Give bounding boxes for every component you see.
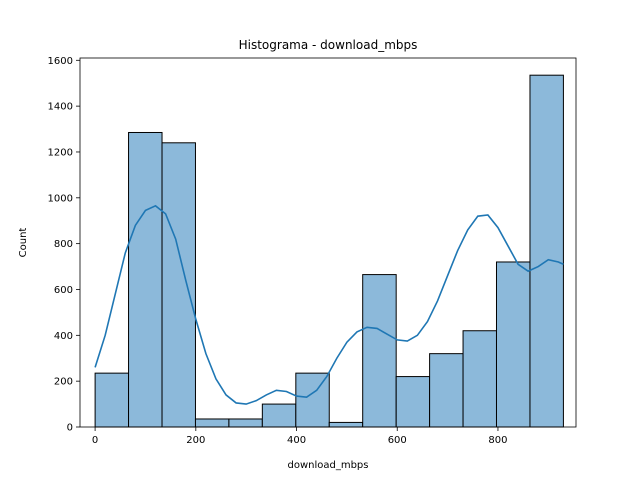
histogram-bar — [362, 274, 397, 428]
y-tick-label: 200 — [54, 377, 73, 388]
plot-frame — [79, 57, 577, 428]
histogram-bar — [228, 418, 263, 428]
y-tick-label: 1200 — [48, 147, 73, 158]
histogram-bar — [529, 74, 564, 428]
y-tick-label: 0 — [67, 423, 73, 434]
x-tick-label: 200 — [186, 435, 205, 446]
x-tick-label: 0 — [92, 435, 98, 446]
histogram-bar — [94, 372, 130, 428]
bars-group — [94, 74, 564, 428]
chart-title: Histograma - download_mbps — [239, 38, 418, 52]
histogram-bar — [261, 403, 297, 428]
y-axis-label: Count — [18, 228, 29, 258]
y-tick-label: 600 — [54, 285, 73, 296]
histogram-bar — [295, 372, 330, 428]
x-tick-label: 400 — [287, 435, 306, 446]
histogram-bar — [462, 330, 497, 428]
histogram-bar — [128, 131, 163, 428]
histogram-bar — [495, 261, 531, 428]
histogram-bar — [395, 376, 431, 428]
histogram-bar — [328, 421, 364, 428]
y-tick-label: 1600 — [48, 56, 73, 67]
x-tick-label: 800 — [488, 435, 507, 446]
y-tick-label: 400 — [54, 331, 73, 342]
y-tick-label: 1400 — [48, 102, 73, 113]
histogram-bar — [194, 418, 230, 428]
y-tick-label: 800 — [54, 239, 73, 250]
histogram-bar — [161, 142, 196, 428]
x-tick-label: 600 — [388, 435, 407, 446]
histogram-bar — [429, 353, 464, 428]
x-axis-label: download_mbps — [287, 460, 368, 471]
kde-line — [94, 204, 564, 405]
x-axis-ticks: 0 200 400 600 800 — [92, 427, 507, 446]
y-axis-ticks: 0 200 400 600 800 1000 1200 1400 1600 — [48, 56, 80, 434]
y-tick-label: 1000 — [48, 193, 73, 204]
